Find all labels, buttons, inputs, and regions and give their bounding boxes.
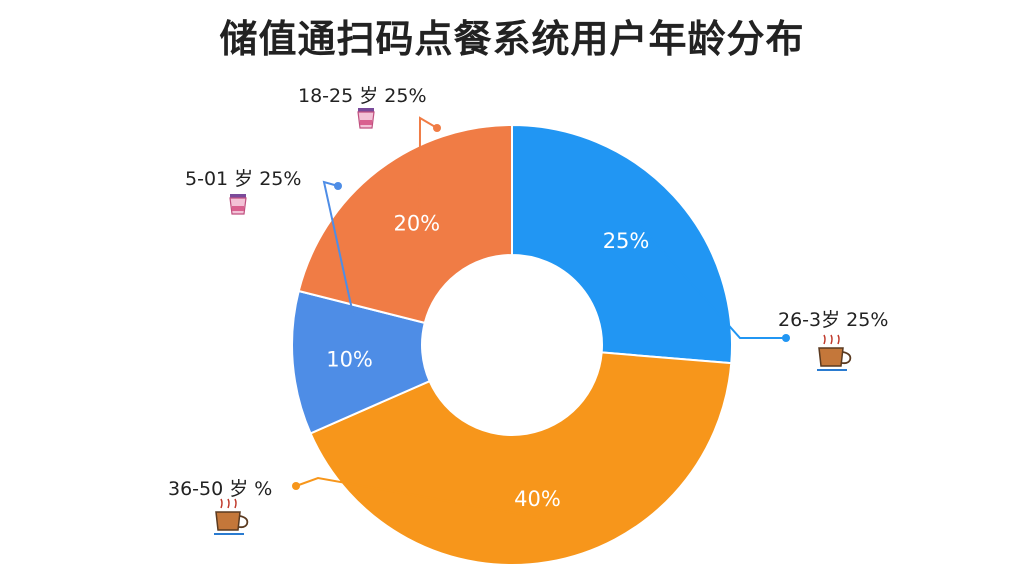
coffee-cup-icon xyxy=(214,498,249,535)
callout-dot xyxy=(334,182,342,190)
callout-dot xyxy=(292,482,300,490)
callout-leader-line xyxy=(322,180,364,358)
callout-label: 5-01 岁 25% xyxy=(185,168,301,190)
callout-leader-line xyxy=(640,225,786,339)
donut-slices xyxy=(291,123,733,567)
milk-tea-cup-icon xyxy=(357,108,375,129)
donut-slice-0 xyxy=(511,123,733,365)
callout-label: 36-50 岁 % xyxy=(168,478,272,500)
callouts: 18-25 岁 25% 5-01 岁 25% 26-3岁 25% 36-50 岁 % xyxy=(168,85,888,535)
slice-data-label: 25% xyxy=(603,229,650,253)
slice-data-label: 20% xyxy=(393,212,440,236)
callout-leader-line xyxy=(295,476,541,519)
milk-tea-cup-icon xyxy=(229,194,247,215)
coffee-cup-icon xyxy=(817,334,852,371)
chart-title: 储值通扫码点餐系统用户年龄分布 xyxy=(219,17,805,61)
donut-slice-1 xyxy=(309,351,733,567)
slice-data-label: 40% xyxy=(514,487,561,511)
slice-data-label: 10% xyxy=(326,347,373,371)
slice-labels: 25% 40% 10% 20% xyxy=(326,212,649,511)
callout-label: 26-3岁 25% xyxy=(778,309,888,331)
callout-leader-line xyxy=(418,116,438,227)
callout-label: 18-25 岁 25% xyxy=(298,85,427,107)
callout-dot xyxy=(433,124,441,132)
callout-dot xyxy=(782,334,790,342)
